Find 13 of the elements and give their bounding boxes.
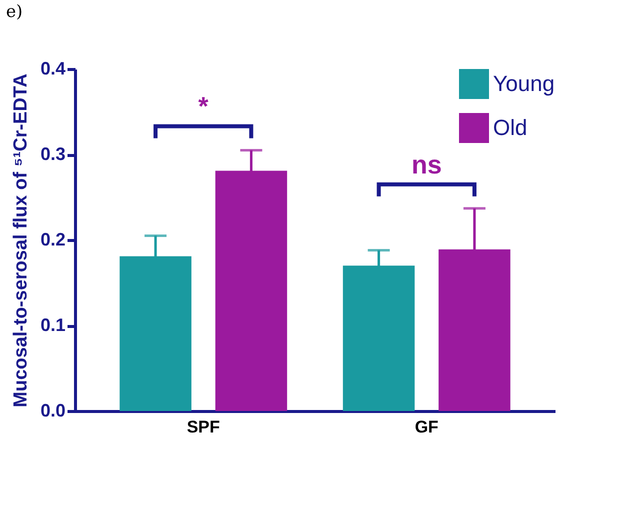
legend-label: Young (493, 71, 555, 96)
y-tick-label: 0.0 (40, 400, 66, 420)
y-tick-label: 0.4 (40, 58, 66, 78)
y-tick-label: 0.3 (40, 144, 66, 164)
annotation: * (198, 91, 210, 122)
y-tick-label: 0.1 (40, 315, 66, 335)
y-axis-title: Mucosal-to-serosal flux of ⁵¹Cr-EDTA (10, 73, 32, 408)
x-tick-label: GF (414, 418, 438, 436)
x-tick-label: SPF (186, 418, 220, 436)
text: e) (6, 2, 23, 22)
y-tick-label: 0.2 (40, 230, 66, 250)
legend-label: Old (493, 115, 528, 140)
annotation: ns (411, 149, 442, 180)
